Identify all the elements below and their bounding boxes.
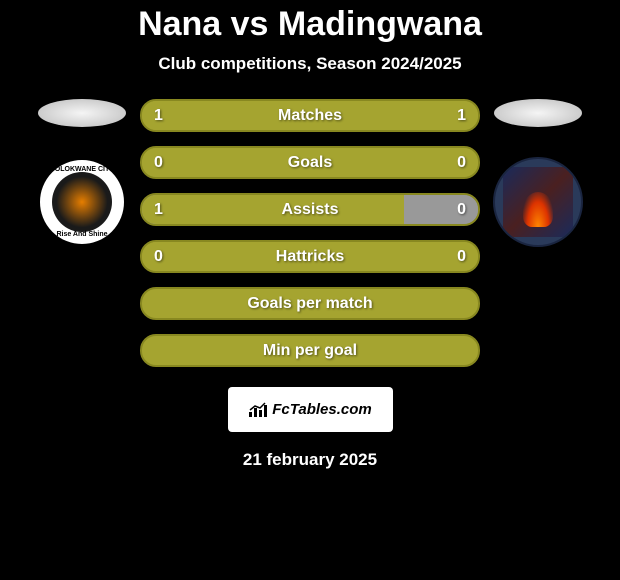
club-badge-right <box>493 157 583 247</box>
page-subtitle: Club competitions, Season 2024/2025 <box>158 54 461 74</box>
badge-right-inner <box>503 167 573 237</box>
stat-value-right: 0 <box>457 154 466 172</box>
stat-bar-goals-per-match: Goals per match <box>140 287 480 320</box>
stat-value-left: 0 <box>154 248 163 266</box>
brand-text: FcTables.com <box>272 401 371 418</box>
stat-value-right: 0 <box>457 248 466 266</box>
badge-left-top-text: POLOKWANE CITY <box>50 166 114 173</box>
stat-bar-min-per-goal: Min per goal <box>140 334 480 367</box>
stat-value-right: 1 <box>457 107 466 125</box>
stat-value-right: 0 <box>457 201 466 219</box>
comparison-area: POLOKWANE CITY Rise And Shine 1 1 Matches 0… <box>0 99 620 367</box>
stat-label: Assists <box>282 201 339 219</box>
brand-box: FcTables.com <box>228 387 393 432</box>
fire-icon <box>523 192 553 227</box>
stat-segment-left: 0 <box>142 148 310 177</box>
date-text: 21 february 2025 <box>243 450 377 470</box>
stat-bar-assists: 1 0 Assists <box>140 193 480 226</box>
stat-value-left: 1 <box>154 107 163 125</box>
club-badge-left: POLOKWANE CITY Rise And Shine <box>37 157 127 247</box>
stat-label: Matches <box>278 107 342 125</box>
stat-value-left: 0 <box>154 154 163 172</box>
player-right-column <box>488 99 588 247</box>
stat-label: Min per goal <box>263 342 357 360</box>
stat-label: Hattricks <box>276 248 344 266</box>
badge-left-inner <box>52 172 112 232</box>
stat-segment-right: 0 <box>404 195 478 224</box>
page-title: Nana vs Madingwana <box>138 5 482 44</box>
stat-bar-goals: 0 0 Goals <box>140 146 480 179</box>
chart-icon <box>248 402 268 418</box>
player-left-column: POLOKWANE CITY Rise And Shine <box>32 99 132 247</box>
stat-segment-left: 1 <box>142 195 404 224</box>
stat-bar-hattricks: 0 0 Hattricks <box>140 240 480 273</box>
stat-value-left: 1 <box>154 201 163 219</box>
player-placeholder-right <box>494 99 582 127</box>
stat-label: Goals <box>288 154 332 172</box>
stat-bar-matches: 1 1 Matches <box>140 99 480 132</box>
badge-left-bottom-text: Rise And Shine <box>56 231 107 238</box>
stats-bars: 1 1 Matches 0 0 Goals 1 0 Assists 0 0 Hattricks Goal… <box>140 99 480 367</box>
player-placeholder-left <box>38 99 126 127</box>
stat-label: Goals per match <box>247 295 372 313</box>
stat-segment-right: 0 <box>310 148 478 177</box>
